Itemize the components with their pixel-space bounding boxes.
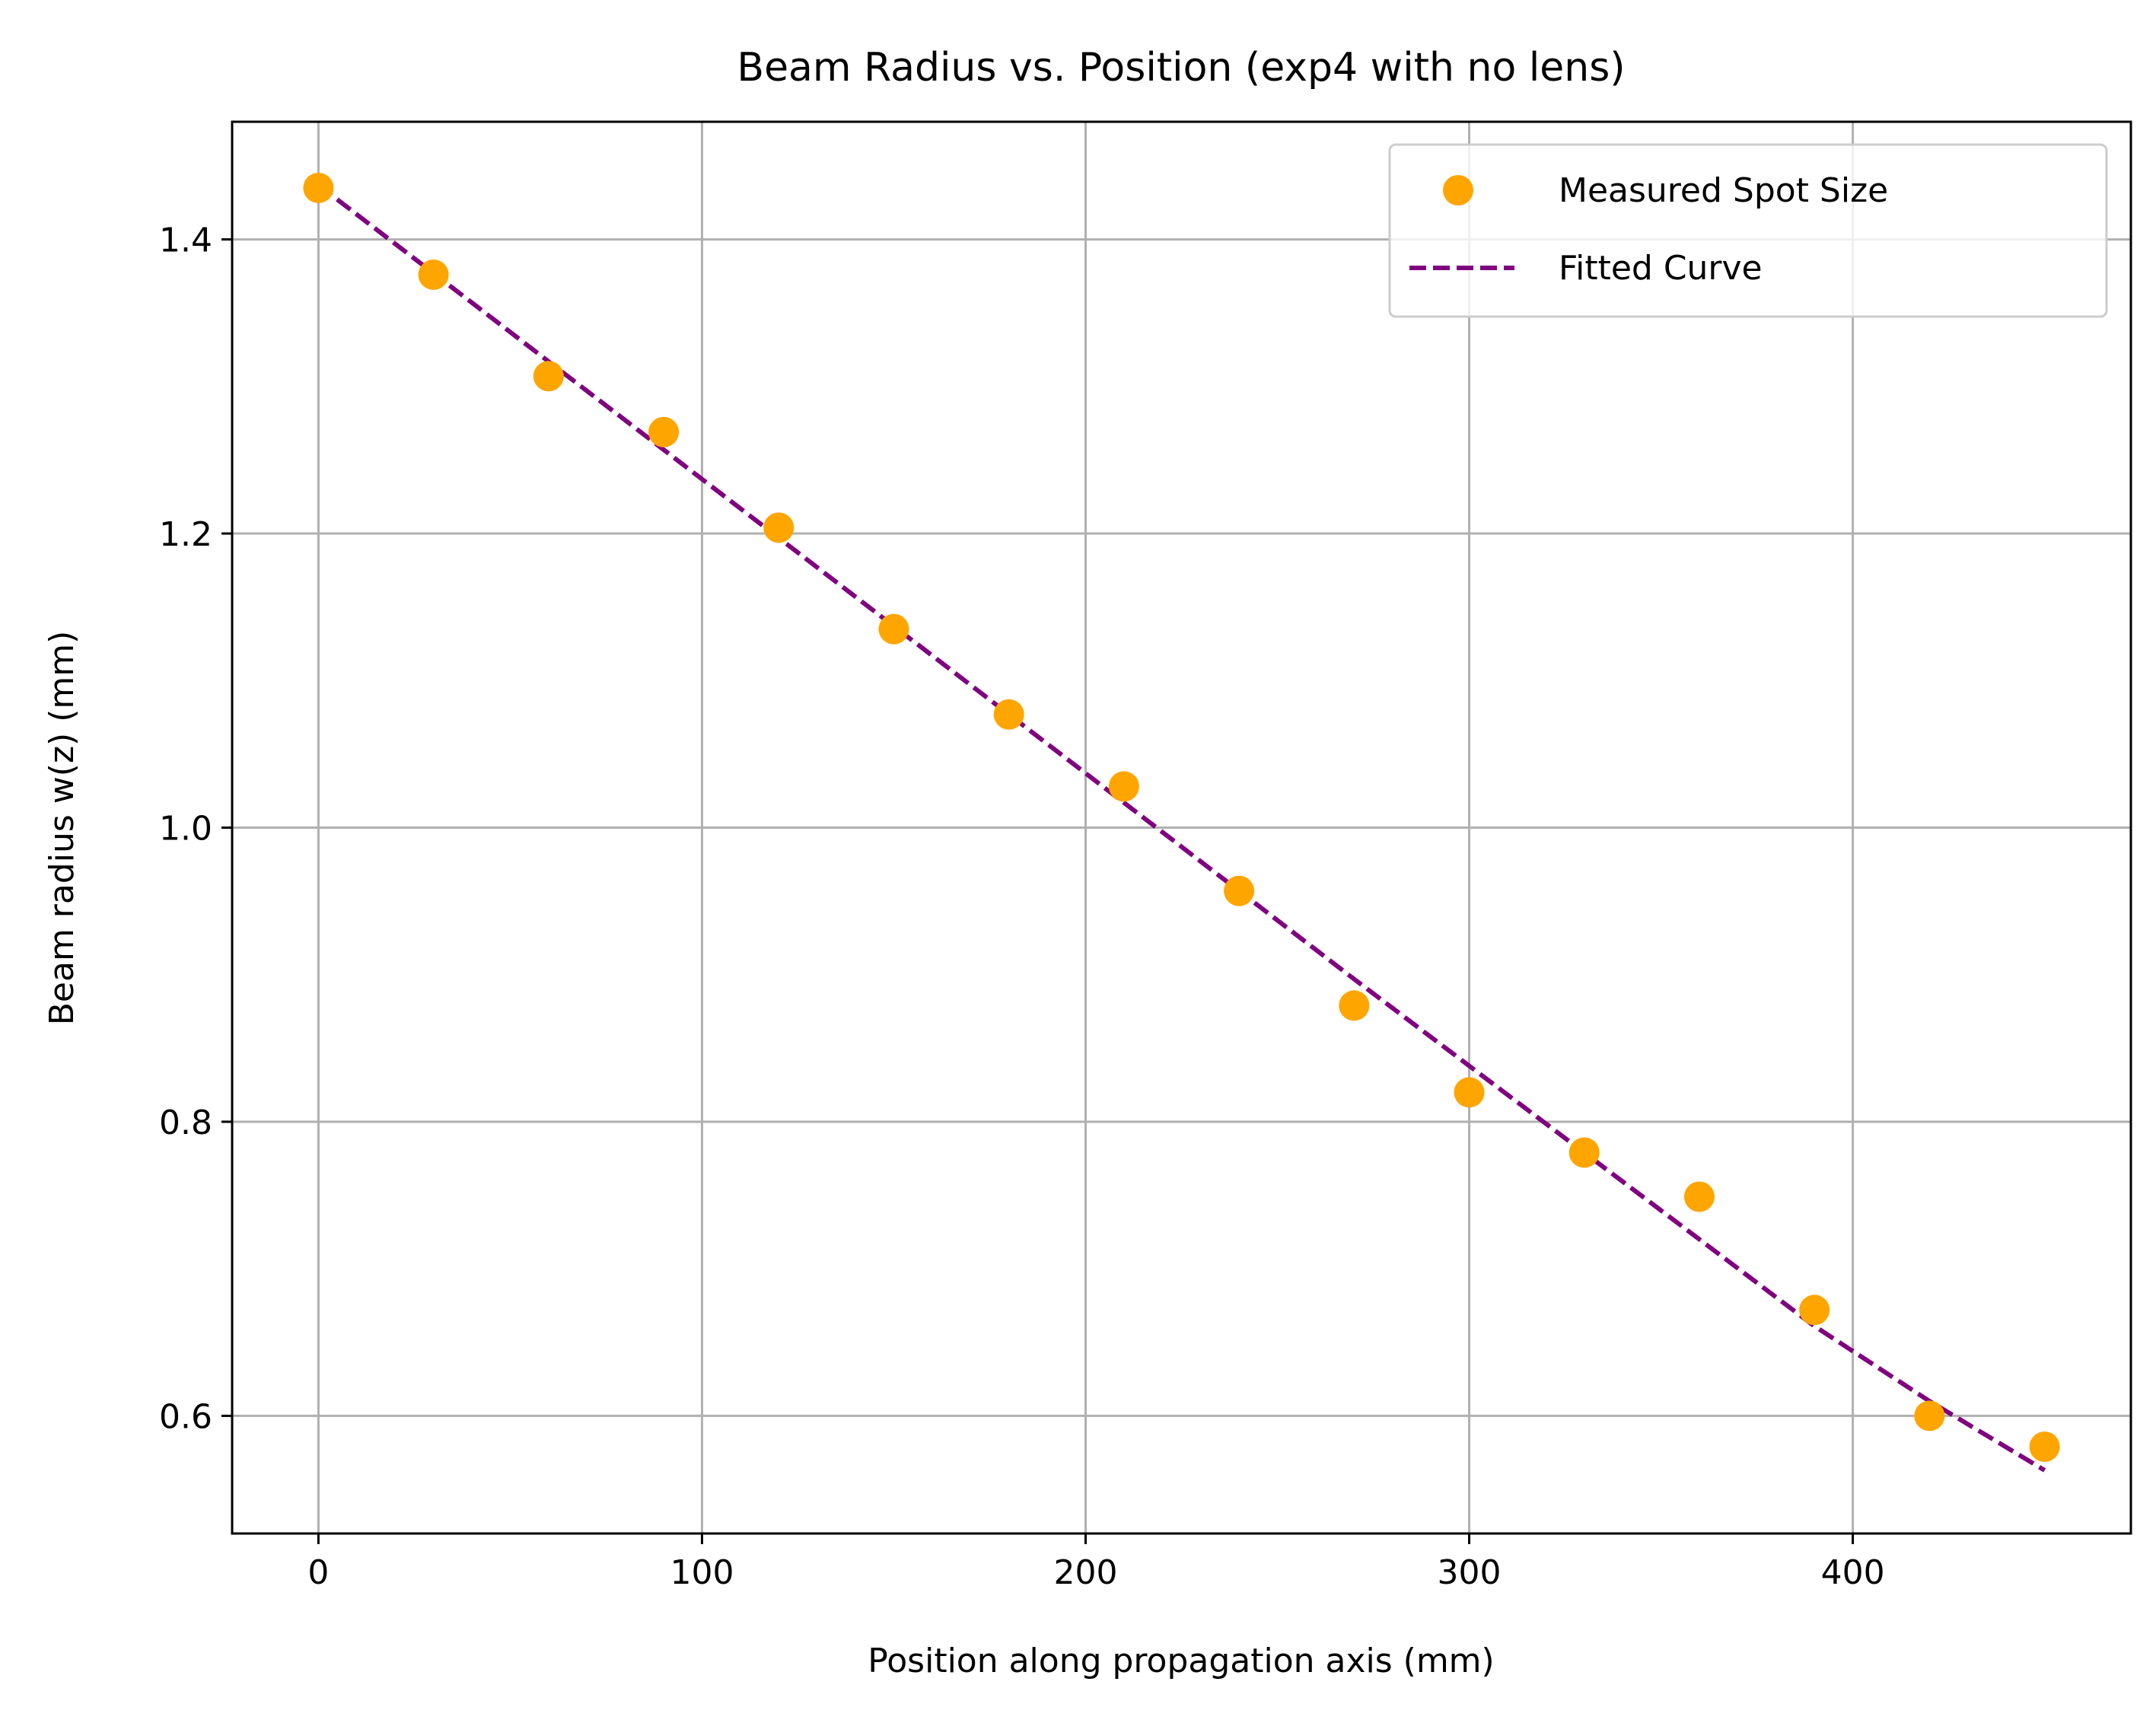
measured-point [878,613,909,645]
measured-point [1339,990,1370,1021]
y-tick-label: 1.0 [159,810,212,849]
legend-marker-measured [1443,175,1473,205]
chart-title: Beam Radius vs. Position (exp4 with no l… [737,45,1625,91]
y-tick-label: 1.4 [159,221,212,260]
measured-point [993,699,1024,730]
x-tick-label: 400 [1821,1553,1885,1592]
x-axis-label: Position along propagation axis (mm) [868,1642,1494,1680]
fitted-curve-line [317,183,2046,1473]
plot-area: 0 100 200 300 400 0.6 0.8 1.0 1.2 1.4 [159,120,2132,1592]
legend-label-measured: Measured Spot Size [1559,171,1888,210]
x-tick-label: 100 [670,1553,734,1592]
legend-box [1388,143,2108,318]
y-tick-label: 0.6 [159,1397,212,1436]
y-tick-label: 0.8 [159,1104,212,1142]
measured-point [1568,1137,1600,1168]
grid [232,122,2131,1534]
x-tick-label: 300 [1438,1553,1502,1592]
x-axis-ticks: 0 100 200 300 400 [307,1534,1885,1592]
measured-point [1224,875,1255,906]
measured-point [648,416,680,447]
measured-point [2029,1431,2060,1462]
measured-point [1914,1400,1945,1432]
measured-point [533,361,564,392]
y-axis-label: Beam radius w(z) (mm) [43,631,81,1026]
measured-point [1454,1077,1485,1108]
y-axis-ticks: 0.6 0.8 1.0 1.2 1.4 [159,221,232,1436]
scatter-points [303,172,2060,1462]
x-tick-label: 0 [307,1553,329,1592]
measured-point [1683,1181,1715,1212]
measured-point [1108,771,1139,802]
measured-point [418,259,449,290]
measured-point [1799,1295,1830,1326]
x-tick-label: 200 [1053,1553,1117,1592]
y-tick-label: 1.2 [159,515,212,554]
measured-point [763,512,795,543]
legend: Measured Spot Size Fitted Curve [1388,143,2108,318]
legend-label-fitted: Fitted Curve [1559,249,1763,288]
measured-point [303,172,334,203]
fitted-curve-layer [317,183,2046,1473]
